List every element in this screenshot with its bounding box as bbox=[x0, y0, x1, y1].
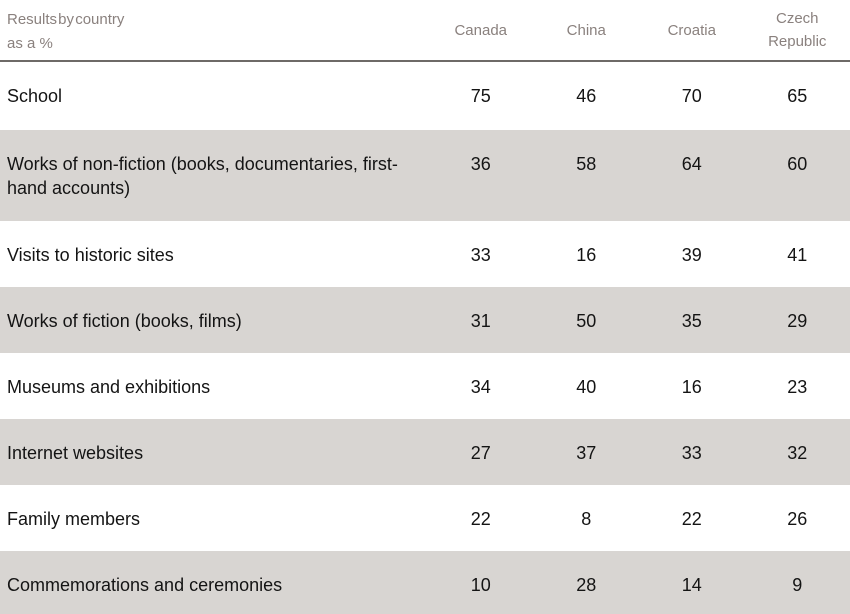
cell-value: 46 bbox=[576, 86, 597, 106]
cell-value: 32 bbox=[787, 443, 808, 463]
cell-value: 33 bbox=[681, 443, 702, 463]
cell-value: 8 bbox=[581, 509, 592, 529]
column-header-label: Czech Republic bbox=[768, 10, 827, 50]
cell-value: 75 bbox=[470, 86, 491, 106]
table-row-works-of-fiction: Works of fiction (books, films) 31 50 35… bbox=[0, 287, 850, 353]
cell-value: 16 bbox=[576, 245, 597, 265]
table-title: Results by country as a % bbox=[0, 0, 428, 60]
cell-value: 60 bbox=[787, 154, 808, 174]
cell-value: 28 bbox=[576, 575, 597, 595]
column-header-czech-republic: Czech Republic bbox=[745, 0, 850, 60]
cell-value: 31 bbox=[470, 311, 491, 331]
table-header-row: Results by country as a % Canada China C… bbox=[0, 0, 850, 62]
row-label: Works of fiction (books, films) bbox=[7, 311, 242, 331]
row-label: Works of non-fiction (books, documentari… bbox=[7, 154, 398, 198]
table-title-line1: Results by country bbox=[7, 11, 125, 28]
table-row-museums-and-exhibitions: Museums and exhibitions 34 40 16 23 bbox=[0, 353, 850, 419]
table-row-commemorations-and-ceremonies: Commemorations and ceremonies 10 28 14 9 bbox=[0, 551, 850, 614]
cell-value: 34 bbox=[470, 377, 491, 397]
column-header-label: Croatia bbox=[667, 21, 716, 39]
cell-value: 9 bbox=[792, 575, 803, 595]
table-row-works-of-non-fiction: Works of non-fiction (books, documentari… bbox=[0, 130, 850, 221]
table-title-line2: as a % bbox=[7, 35, 53, 52]
table-row-school: School 75 46 70 65 bbox=[0, 62, 850, 130]
cell-value: 23 bbox=[787, 377, 808, 397]
column-header-canada: Canada bbox=[428, 0, 534, 60]
row-label: Museums and exhibitions bbox=[7, 377, 211, 397]
column-header-china: China bbox=[534, 0, 640, 60]
cell-value: 14 bbox=[681, 575, 702, 595]
cell-value: 39 bbox=[681, 245, 702, 265]
cell-value: 35 bbox=[681, 311, 702, 331]
cell-value: 26 bbox=[787, 509, 808, 529]
row-label: Visits to historic sites bbox=[7, 245, 174, 265]
row-label: Commemorations and ceremonies bbox=[7, 575, 283, 595]
cell-value: 65 bbox=[787, 86, 808, 106]
row-label: Family members bbox=[7, 509, 141, 529]
cell-value: 33 bbox=[470, 245, 491, 265]
cell-value: 50 bbox=[576, 311, 597, 331]
cell-value: 41 bbox=[787, 245, 808, 265]
cell-value: 22 bbox=[470, 509, 491, 529]
cell-value: 64 bbox=[681, 154, 702, 174]
cell-value: 22 bbox=[681, 509, 702, 529]
cell-value: 29 bbox=[787, 311, 808, 331]
table-row-visits-to-historic-sites: Visits to historic sites 33 16 39 41 bbox=[0, 221, 850, 287]
cell-value: 16 bbox=[681, 377, 702, 397]
cell-value: 27 bbox=[470, 443, 491, 463]
table-row-internet-websites: Internet websites 27 37 33 32 bbox=[0, 419, 850, 485]
table-row-family-members: Family members 22 8 22 26 bbox=[0, 485, 850, 551]
cell-value: 70 bbox=[681, 86, 702, 106]
row-label: Internet websites bbox=[7, 443, 144, 463]
cell-value: 37 bbox=[576, 443, 597, 463]
cell-value: 58 bbox=[576, 154, 597, 174]
cell-value: 40 bbox=[576, 377, 597, 397]
column-header-label: Canada bbox=[454, 21, 508, 39]
cell-value: 10 bbox=[470, 575, 491, 595]
column-header-croatia: Croatia bbox=[639, 0, 745, 60]
row-label: School bbox=[7, 86, 63, 106]
cell-value: 36 bbox=[470, 154, 491, 174]
column-header-label: China bbox=[566, 21, 606, 39]
